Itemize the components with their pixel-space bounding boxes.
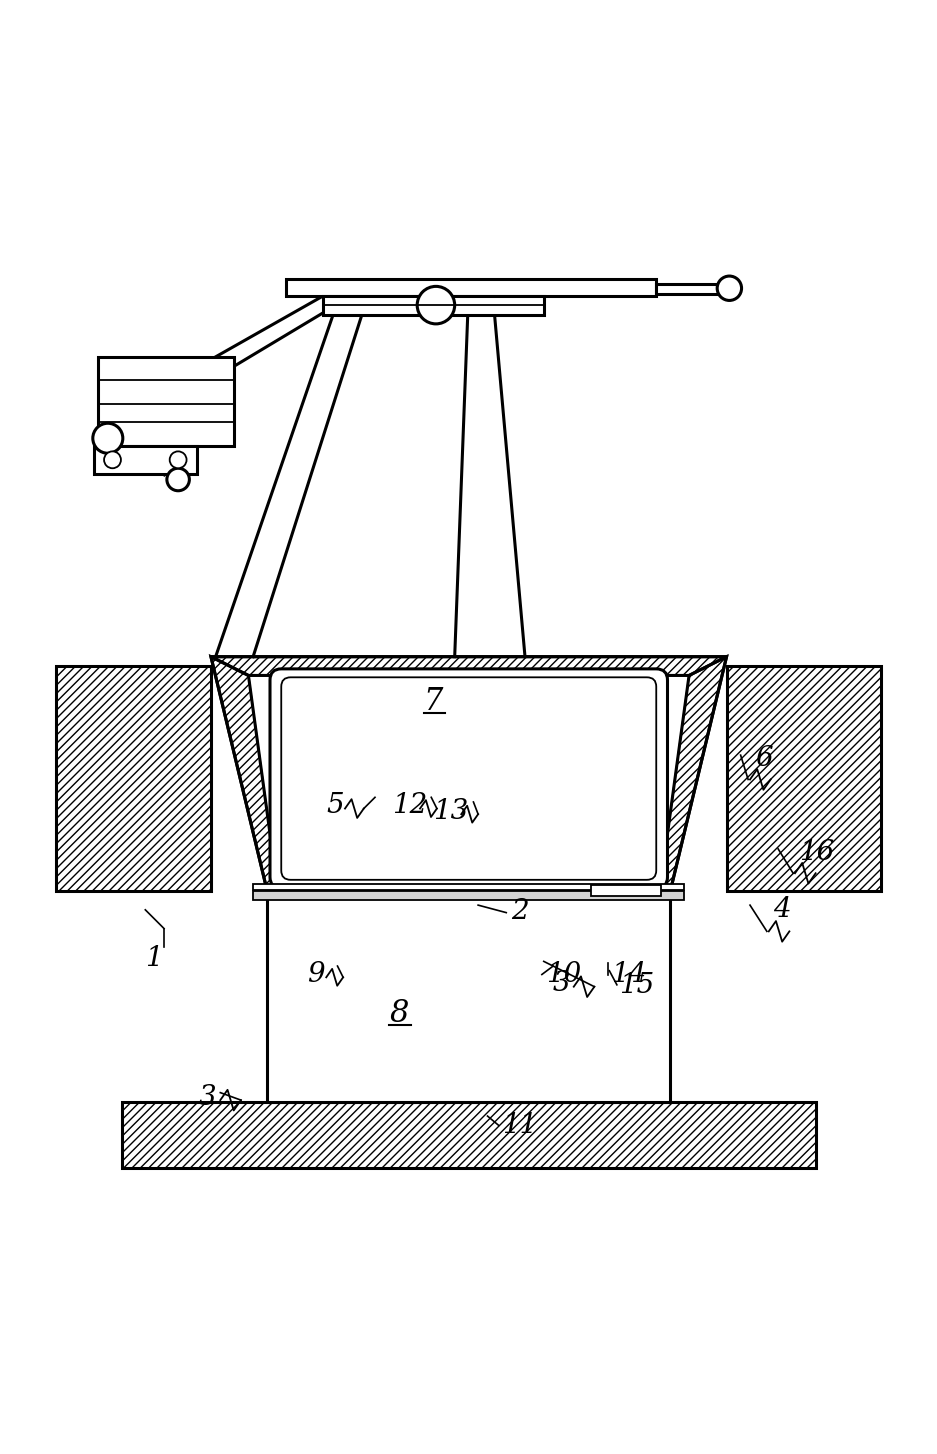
- Text: 14: 14: [611, 961, 647, 989]
- Bar: [94, 446, 197, 474]
- Bar: [253, 891, 684, 900]
- Bar: [656, 284, 726, 294]
- Bar: [726, 666, 881, 891]
- Bar: [253, 884, 684, 890]
- Text: 3: 3: [199, 1083, 216, 1111]
- Circle shape: [93, 423, 123, 454]
- FancyBboxPatch shape: [270, 669, 667, 888]
- Bar: [122, 1102, 815, 1168]
- Bar: [323, 295, 543, 314]
- Polygon shape: [248, 676, 689, 881]
- FancyBboxPatch shape: [281, 678, 656, 880]
- Text: 11: 11: [501, 1112, 537, 1138]
- Circle shape: [717, 276, 741, 301]
- Text: 9: 9: [307, 961, 325, 989]
- Bar: [98, 356, 234, 446]
- Text: 2: 2: [511, 899, 528, 925]
- Bar: [56, 666, 211, 891]
- Circle shape: [167, 468, 189, 491]
- Circle shape: [104, 451, 121, 468]
- Bar: [56, 666, 211, 891]
- Text: 1: 1: [145, 945, 163, 973]
- Text: 15: 15: [618, 973, 654, 999]
- Bar: [590, 884, 661, 896]
- Polygon shape: [211, 657, 726, 891]
- Text: 3: 3: [553, 970, 571, 997]
- Text: 12: 12: [392, 792, 427, 819]
- Text: 5: 5: [326, 792, 344, 819]
- Bar: [267, 891, 670, 1102]
- Text: 13: 13: [433, 798, 468, 824]
- Text: 10: 10: [545, 961, 581, 989]
- Text: 7: 7: [424, 686, 443, 717]
- Bar: [726, 666, 881, 891]
- Circle shape: [170, 451, 186, 468]
- Text: 8: 8: [389, 999, 409, 1029]
- Bar: [286, 279, 656, 295]
- Bar: [122, 1102, 815, 1168]
- Text: 16: 16: [798, 839, 834, 867]
- Text: 4: 4: [773, 896, 791, 923]
- Circle shape: [417, 286, 454, 324]
- Text: 6: 6: [754, 746, 772, 772]
